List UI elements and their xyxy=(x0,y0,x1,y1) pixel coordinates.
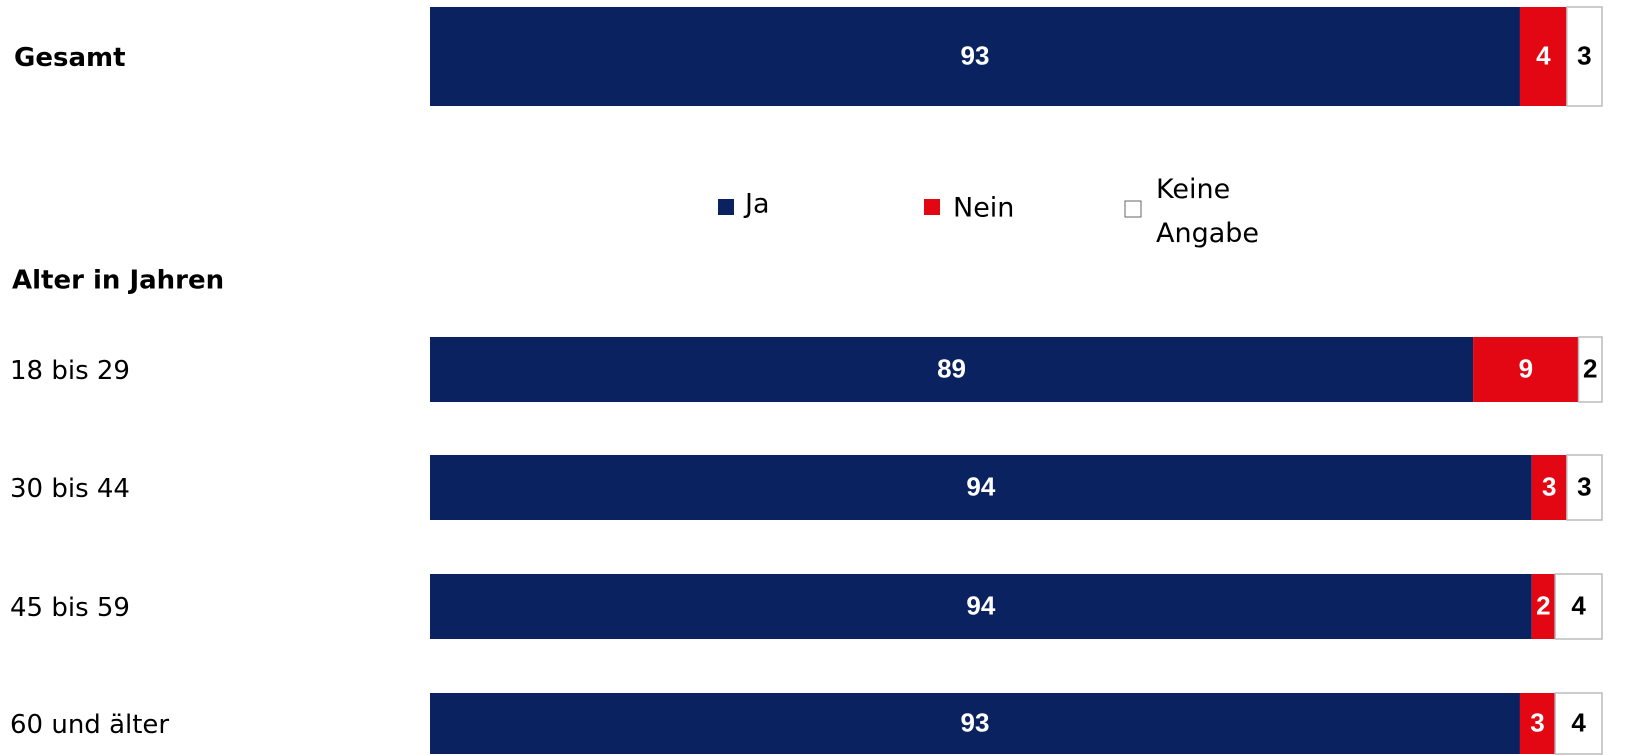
bar-segment xyxy=(1554,692,1603,755)
bar-segment xyxy=(1531,455,1567,520)
value-label: 3 xyxy=(1530,707,1544,737)
value-label: 94 xyxy=(966,590,995,620)
value-label: 4 xyxy=(1536,40,1551,70)
value-label: 3 xyxy=(1542,471,1556,501)
value-label: 2 xyxy=(1583,353,1597,383)
bar-segment xyxy=(1566,6,1603,107)
bar-segment xyxy=(1473,337,1579,402)
value-label: 3 xyxy=(1577,40,1591,70)
value-label: 94 xyxy=(966,471,995,501)
bar-segment xyxy=(1519,693,1556,754)
category-label: 45 bis 59 xyxy=(10,593,130,623)
value-label: 4 xyxy=(1571,590,1586,620)
value-label: 93 xyxy=(961,40,990,70)
bar-segment xyxy=(1577,336,1603,403)
category-label: 18 bis 29 xyxy=(10,356,130,386)
bar-segment xyxy=(430,7,1520,106)
legend-swatch xyxy=(924,199,940,215)
bar-segment xyxy=(1554,573,1603,640)
bar-segment xyxy=(1519,7,1567,106)
section-label: Alter in Jahren xyxy=(12,266,224,296)
category-label: 30 bis 44 xyxy=(10,474,130,504)
category-label: Gesamt xyxy=(14,43,126,73)
value-label: 4 xyxy=(1571,707,1586,737)
bar-segment xyxy=(1531,574,1556,639)
bar-segment xyxy=(1566,454,1603,521)
legend-label: Nein xyxy=(953,193,1014,224)
legend-label: Ja xyxy=(743,189,770,220)
value-label: 89 xyxy=(937,353,966,383)
bar-segment xyxy=(430,574,1532,639)
legend-label: Keine Angabe xyxy=(1156,174,1259,249)
category-label: 60 und älter xyxy=(10,710,169,740)
value-label: 3 xyxy=(1577,471,1591,501)
value-label: 2 xyxy=(1536,590,1550,620)
value-label: 9 xyxy=(1519,353,1533,383)
bar-segment xyxy=(430,455,1532,520)
bar-segment xyxy=(430,693,1520,754)
value-label: 93 xyxy=(961,707,990,737)
legend-swatch xyxy=(718,199,734,215)
legend-swatch xyxy=(1124,200,1142,218)
bar-segment xyxy=(430,337,1474,402)
